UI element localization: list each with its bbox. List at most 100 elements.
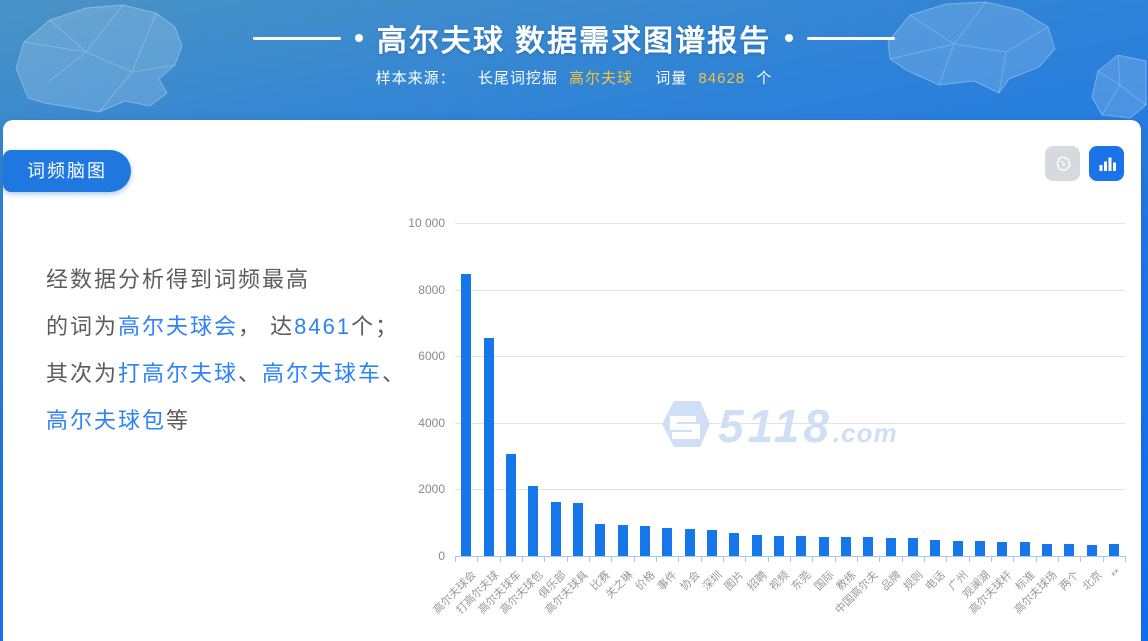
bar[interactable] — [952, 540, 963, 556]
bar[interactable] — [662, 527, 673, 556]
title-decoration-dot — [354, 34, 363, 42]
highlighted-keyword: 高尔夫球包 — [46, 408, 167, 433]
x-axis-tick — [1125, 556, 1126, 562]
summary-text: 的词为 — [46, 314, 119, 339]
x-axis-tick — [522, 556, 523, 562]
x-axis-tick — [723, 556, 724, 562]
summary-line: 其次为打高尔夫球、高尔夫球车、 — [46, 350, 446, 397]
x-axis-tick — [946, 556, 948, 562]
x-axis-tick — [589, 556, 590, 562]
content-card — [3, 120, 1141, 641]
x-axis-tick — [857, 556, 858, 562]
bar[interactable] — [729, 532, 740, 556]
x-axis-tick — [633, 556, 635, 562]
y-axis-tick-label: 10 000 — [408, 216, 445, 230]
watermark-suffix: .com — [832, 418, 898, 449]
title-row: 高尔夫球 数据需求图谱报告 — [0, 16, 1148, 60]
x-axis-tick — [834, 556, 836, 562]
highlighted-keyword: 高尔夫球会 — [118, 314, 239, 339]
highlighted-keyword: 8461 — [294, 314, 352, 339]
y-axis-tick-label: 6000 — [418, 349, 445, 364]
x-axis-tick — [499, 556, 501, 562]
x-axis-tick — [924, 556, 925, 562]
bar[interactable] — [706, 529, 717, 556]
bar[interactable] — [997, 541, 1008, 556]
x-axis-tick — [767, 556, 769, 562]
gridline — [455, 489, 1125, 491]
summary-text: 个； — [351, 314, 400, 339]
word-count-unit: 个 — [756, 70, 773, 87]
sample-method: 长尾词挖掘 — [477, 70, 558, 87]
summary-text: ， 达 — [238, 314, 295, 339]
bar[interactable] — [1108, 544, 1119, 556]
bar[interactable] — [528, 486, 539, 556]
bar[interactable] — [1064, 544, 1075, 556]
watermark-logo-icon — [662, 401, 710, 447]
bar-chart-icon — [1099, 157, 1116, 171]
gridline — [455, 356, 1125, 358]
tab-word-frequency-map[interactable]: 词频脑图 — [3, 150, 131, 192]
page-title: 高尔夫球 数据需求图谱报告 — [376, 25, 772, 58]
bar[interactable] — [483, 337, 494, 556]
bar[interactable] — [1041, 544, 1052, 556]
x-axis-tick — [1080, 556, 1082, 562]
y-axis-tick-label: 2000 — [418, 482, 445, 497]
bar[interactable] — [751, 534, 762, 556]
summary-line: 经数据分析得到词频最高 — [46, 256, 446, 303]
frequency-summary-text: 经数据分析得到词频最高 的词为高尔夫球会， 达8461个； 其次为打高尔夫球、高尔夫… — [46, 256, 446, 444]
x-axis-tick — [566, 556, 568, 562]
summary-text: 、 — [382, 361, 407, 386]
x-axis-tick — [656, 556, 657, 562]
gridline — [455, 223, 1125, 224]
word-count-value: 84628 — [698, 70, 746, 87]
summary-text: 其次为 — [46, 361, 119, 386]
bar[interactable] — [572, 502, 583, 556]
bar[interactable] — [1019, 542, 1030, 556]
bar[interactable] — [617, 525, 628, 556]
x-axis-tick — [790, 556, 791, 562]
word-count-label: 词量 — [655, 70, 688, 87]
bar[interactable] — [930, 540, 941, 556]
y-axis-tick-label: 4000 — [418, 415, 445, 430]
bar[interactable] — [907, 537, 918, 556]
x-axis-tick — [901, 556, 903, 562]
title-decoration-line — [252, 36, 341, 40]
sample-keyword: 高尔夫球 — [569, 70, 634, 87]
y-axis-tick-label: 0 — [438, 549, 445, 563]
bar[interactable] — [840, 536, 851, 556]
x-axis-tick — [1035, 556, 1037, 562]
bar[interactable] — [773, 536, 784, 556]
x-axis-tick — [1013, 556, 1015, 562]
sample-source-line: 样本来源： 长尾词挖掘 高尔夫球 词量 84628 个 — [0, 67, 1148, 88]
bar[interactable] — [550, 502, 561, 556]
bar[interactable] — [639, 525, 650, 556]
bar[interactable] — [505, 454, 516, 556]
brain-network-decoration-icon — [1091, 55, 1147, 119]
summary-text: 、 — [238, 361, 263, 386]
x-axis-tick — [700, 556, 702, 562]
bar-chart-view-button[interactable] — [1089, 146, 1124, 181]
summary-line: 高尔夫球包等 — [46, 397, 446, 444]
bar[interactable] — [1086, 544, 1097, 556]
bar[interactable] — [974, 541, 985, 556]
bar[interactable] — [818, 536, 829, 556]
report-header: 高尔夫球 数据需求图谱报告 样本来源： 长尾词挖掘 高尔夫球 词量 84628 … — [0, 0, 1148, 122]
summary-text: 等 — [166, 408, 191, 433]
bar[interactable] — [684, 528, 695, 556]
bar[interactable] — [796, 536, 807, 556]
gridline — [455, 289, 1125, 291]
x-axis-tick — [455, 556, 456, 562]
bar[interactable] — [863, 537, 874, 556]
brain-view-button[interactable] — [1045, 146, 1080, 181]
x-axis-tick — [678, 556, 680, 562]
x-axis-tick — [477, 556, 479, 562]
bar[interactable] — [461, 274, 472, 556]
y-axis-tick-label: 8000 — [418, 282, 445, 297]
x-axis-tick — [611, 556, 613, 562]
bar[interactable] — [885, 537, 896, 556]
bar[interactable] — [595, 523, 606, 556]
gridline — [455, 422, 1125, 424]
summary-line: 的词为高尔夫球会， 达8461个； — [46, 303, 446, 350]
bar-chart: 5118 .com 10 000 8000 6000 4000 2000 0 高尔夫球会 打高… — [408, 216, 1126, 616]
